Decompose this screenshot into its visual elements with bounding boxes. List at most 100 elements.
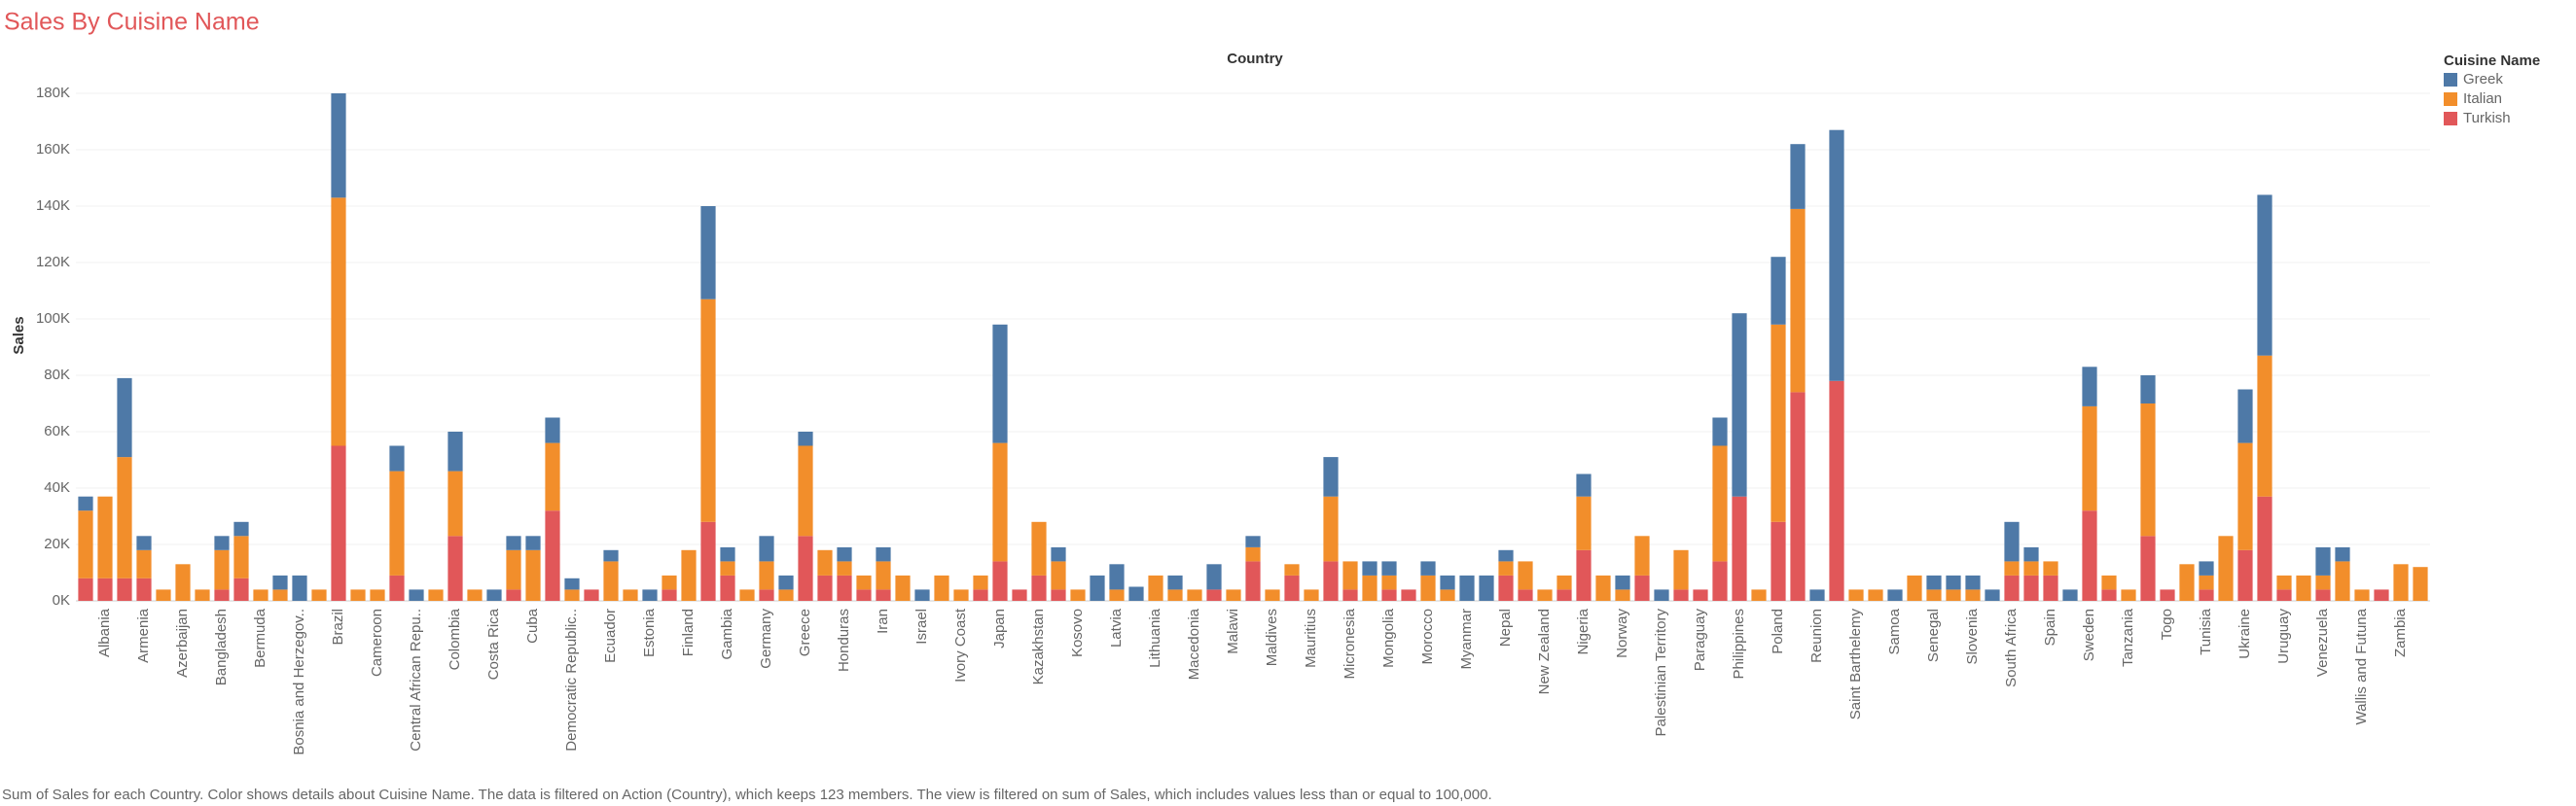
bar-segment: [1362, 561, 1377, 576]
bar-segment: [331, 197, 346, 446]
bar-segment: [195, 589, 210, 601]
bar-segment: [1518, 561, 1533, 590]
bar-segment: [1615, 575, 1630, 590]
bar-segment: [1712, 561, 1728, 601]
x-tick-label: Malawi: [1225, 609, 1241, 654]
bar-segment: [97, 578, 113, 601]
x-tick-label: Bermuda: [252, 608, 268, 668]
legend-swatch: [2444, 92, 2457, 106]
bar-segment: [817, 549, 833, 576]
bar-segment: [1712, 417, 1728, 446]
bar-segment: [1498, 549, 1514, 562]
x-tick-label: Spain: [2042, 609, 2058, 646]
bar-segment: [389, 575, 405, 601]
bar-segment: [1245, 536, 1261, 547]
x-tick-label: Macedonia: [1186, 608, 1202, 680]
bar-segment: [447, 471, 463, 537]
bar-segment: [2276, 575, 2292, 590]
bar-segment: [2004, 575, 2020, 601]
bar-segment: [447, 432, 463, 472]
bar-segment: [837, 546, 852, 562]
bar-segment: [1012, 589, 1027, 601]
bar-segment: [117, 457, 132, 578]
bar-segment: [545, 417, 560, 443]
bar-segment: [2160, 589, 2175, 601]
bar-segment: [2023, 546, 2039, 562]
x-tick-label: Venezuela: [2314, 608, 2331, 677]
x-tick-label: Norway: [1614, 609, 1630, 658]
bar-segment: [934, 575, 949, 601]
bar-segment: [447, 536, 463, 601]
bar-segment: [78, 496, 93, 511]
bar-segment: [817, 575, 833, 601]
bar-segment: [350, 589, 366, 601]
bar-segment: [992, 324, 1008, 443]
y-tick-label: 60K: [44, 423, 70, 439]
x-tick-label: Greece: [797, 609, 813, 656]
bar-segment: [1771, 257, 1786, 325]
bar-segment: [856, 575, 872, 590]
bar-segment: [1693, 589, 1708, 601]
x-tick-label: Lithuania: [1147, 608, 1163, 668]
x-axis-title: Country: [1227, 51, 1283, 67]
bar-segment: [1206, 564, 1222, 590]
bar-segment: [2140, 536, 2156, 601]
bar-segment: [389, 471, 405, 576]
x-tick-label: Central African Repu..: [408, 609, 424, 752]
bar-segment: [1323, 561, 1339, 601]
bar-segment: [1342, 561, 1358, 590]
x-tick-label: Poland: [1770, 609, 1786, 654]
y-tick-label: 0K: [53, 592, 70, 609]
bar-segment: [1459, 575, 1475, 601]
bar-segment: [1284, 575, 1300, 601]
y-tick-label: 40K: [44, 479, 70, 496]
bar-segment: [700, 521, 716, 601]
bar-segment: [117, 377, 132, 458]
bar-segment: [992, 561, 1008, 601]
bar-segment: [2276, 589, 2292, 601]
bar-segment: [564, 589, 580, 601]
bar-segment: [156, 589, 171, 601]
bar-segment: [759, 589, 774, 601]
x-tick-label: South Africa: [2003, 608, 2020, 687]
x-tick-label: Finland: [680, 609, 697, 656]
bar-segment: [2315, 546, 2331, 576]
bar-segment: [642, 589, 658, 601]
x-tick-label: Bangladesh: [213, 609, 230, 685]
bar-segment: [2335, 546, 2350, 562]
bar-segment: [2393, 564, 2409, 601]
bar-segment: [253, 589, 268, 601]
bar-segment: [564, 578, 580, 590]
x-tick-label: Myanmar: [1458, 609, 1475, 670]
bar-segment: [1498, 561, 1514, 576]
bar-segment: [136, 536, 152, 550]
bar-segment: [2237, 442, 2253, 550]
bar-segment: [1381, 575, 1397, 590]
bar-segment: [1070, 589, 1086, 601]
bar-segment: [1051, 589, 1066, 601]
x-tick-label: Zambia: [2392, 608, 2409, 657]
x-tick-label: Uruguay: [2275, 609, 2292, 664]
bar-segment: [2257, 355, 2272, 497]
bar-segment: [1673, 549, 1689, 590]
bar-segment: [1537, 589, 1553, 601]
bar-segment: [2374, 589, 2389, 601]
bar-segment: [2140, 403, 2156, 537]
bar-segment: [2315, 575, 2331, 590]
bar-segment: [1440, 589, 1455, 601]
x-tick-label: Cameroon: [369, 609, 385, 677]
bar-segment: [1226, 589, 1241, 601]
bar-segment: [233, 521, 249, 537]
y-tick-label: 80K: [44, 367, 70, 383]
bar-segment: [214, 549, 230, 590]
bar-segment: [1634, 575, 1650, 601]
bar-segment: [136, 578, 152, 601]
bar-segment: [973, 575, 988, 590]
bar-segment: [992, 442, 1008, 562]
bar-segment: [1167, 575, 1183, 590]
x-tick-label: Senegal: [1925, 609, 1942, 662]
x-tick-label: Brazil: [330, 609, 346, 646]
bar-segment: [1051, 546, 1066, 562]
bar-segment: [720, 575, 735, 601]
bar-segment: [1615, 589, 1630, 601]
